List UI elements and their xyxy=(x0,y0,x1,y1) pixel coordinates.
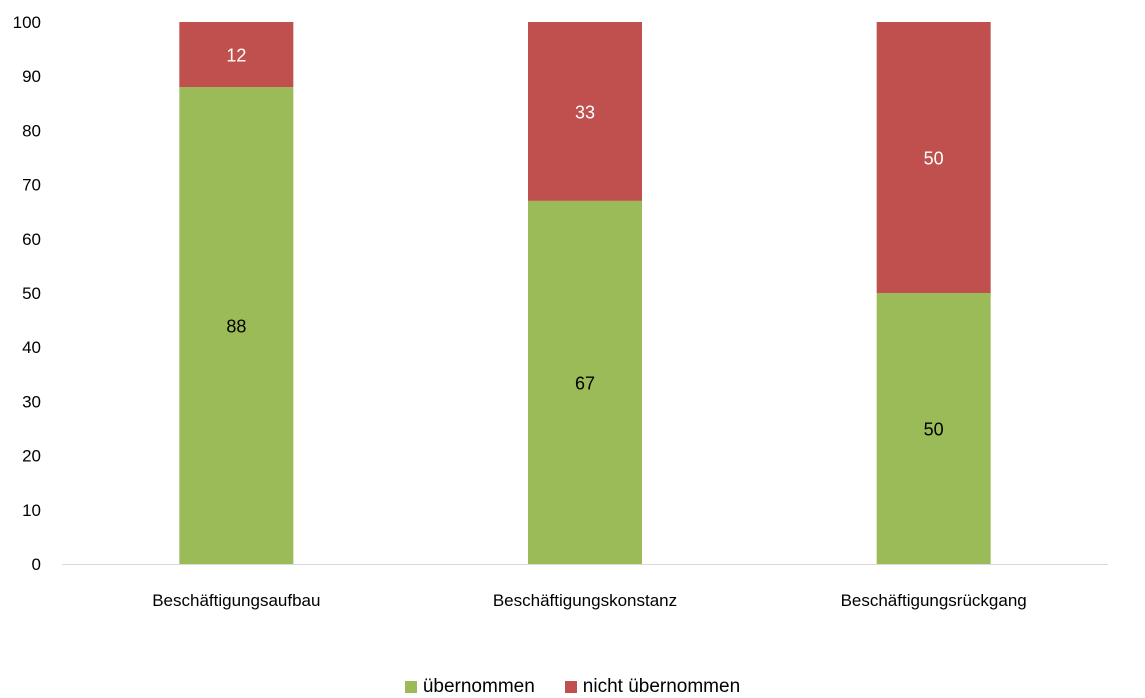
y-tick-label: 80 xyxy=(22,121,41,140)
data-label: 50 xyxy=(924,149,944,169)
bar-uebernommen[interactable] xyxy=(876,293,991,564)
legend-label-nicht-uebernommen: nicht übernommen xyxy=(582,676,741,697)
legend-item-nicht-uebernommen[interactable]: nicht übernommen xyxy=(564,676,741,698)
bar-nicht-uebernommen[interactable] xyxy=(179,22,294,88)
data-label: 12 xyxy=(226,46,246,66)
data-label: 67 xyxy=(575,373,595,393)
y-tick-label: 0 xyxy=(32,555,41,574)
bar-uebernommen[interactable] xyxy=(179,87,294,564)
y-tick-label: 50 xyxy=(22,284,41,303)
data-label: 33 xyxy=(575,102,595,122)
y-tick-label: 90 xyxy=(22,67,41,86)
y-tick-label: 70 xyxy=(22,176,41,195)
legend: übernommen nicht übernommen xyxy=(0,676,1145,698)
y-axis: 0 10 20 30 40 50 60 70 80 90 100 xyxy=(13,13,41,574)
y-tick-label: 30 xyxy=(22,392,41,411)
x-category-label: Beschäftigungsaufbau xyxy=(152,591,320,610)
bar-nicht-uebernommen[interactable] xyxy=(876,22,991,293)
y-tick-label: 100 xyxy=(13,13,41,32)
bars: 88 12 67 33 50 50 xyxy=(179,22,991,565)
data-label: 50 xyxy=(924,420,944,440)
data-label: 88 xyxy=(226,317,246,337)
bar-uebernommen[interactable] xyxy=(528,200,642,565)
legend-item-uebernommen[interactable]: übernommen xyxy=(404,676,535,698)
y-tick-label: 10 xyxy=(22,501,41,520)
x-axis: Beschäftigungsaufbau Beschäftigungskonsta… xyxy=(62,564,1108,610)
y-tick-label: 20 xyxy=(22,447,41,466)
legend-swatch-uebernommen xyxy=(404,681,417,693)
bar-nicht-uebernommen[interactable] xyxy=(528,22,642,201)
y-tick-label: 40 xyxy=(22,338,41,357)
legend-label-uebernommen: übernommen xyxy=(422,676,535,697)
x-category-label: Beschäftigungskonstanz xyxy=(493,591,677,610)
x-category-label: Beschäftigungsrückgang xyxy=(841,591,1027,610)
legend-swatch-nicht-uebernommen xyxy=(564,681,577,693)
y-tick-label: 60 xyxy=(22,230,41,249)
